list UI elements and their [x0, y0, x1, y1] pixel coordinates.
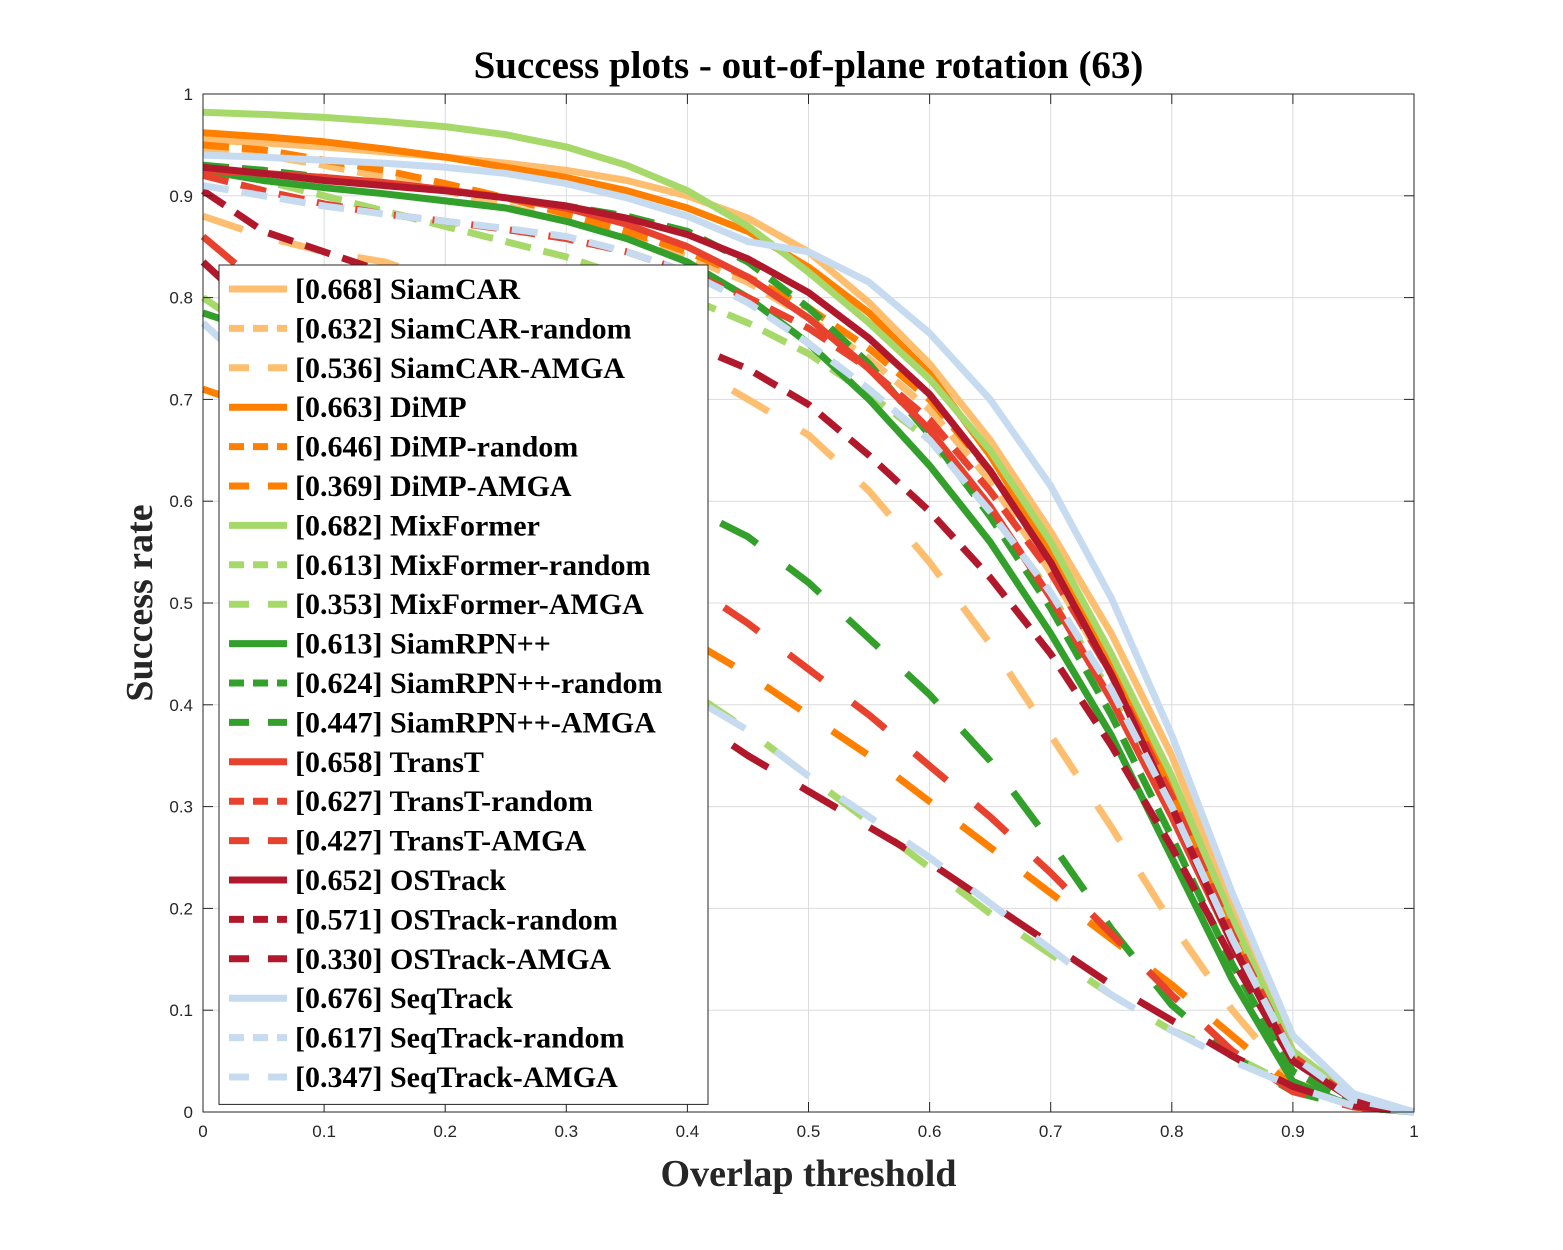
chart-title: Success plots - out-of-plane rotation (6…: [474, 44, 1144, 87]
legend-entry-label: [0.646] DiMP-random: [295, 431, 578, 464]
legend-entry-label: [0.627] TransT-random: [295, 785, 593, 818]
y-tick-label: 0.8: [169, 289, 193, 308]
x-tick-label: 0.5: [797, 1122, 821, 1141]
y-tick-label: 0: [184, 1103, 193, 1122]
x-tick-label: 0.7: [1039, 1122, 1063, 1141]
y-tick-label: 0.3: [169, 798, 193, 817]
series-line-3: [201, 212, 1415, 1116]
x-tick-label: 0.4: [676, 1122, 700, 1141]
x-tick-label: 0: [198, 1122, 207, 1141]
legend-entry-label: [0.676] SeqTrack: [295, 982, 513, 1015]
x-tick-label: 0.6: [918, 1122, 942, 1141]
y-tick-label: 0.7: [169, 390, 193, 409]
y-tick-label: 1: [184, 85, 193, 104]
legend-entry-label: [0.682] MixFormer: [295, 509, 540, 542]
legend-entry-label: [0.571] OSTrack-random: [295, 903, 618, 936]
legend-entry-label: [0.613] SiamRPN++: [295, 628, 551, 661]
y-tick-label: 0.4: [169, 696, 193, 715]
legend-entry-label: [0.447] SiamRPN++-AMGA: [295, 706, 656, 739]
x-tick-label: 0.9: [1281, 1122, 1305, 1141]
legend-entry-label: [0.536] SiamCAR-AMGA: [295, 352, 625, 385]
series-line-19: [202, 151, 1416, 1116]
y-tick-label: 0.2: [169, 899, 193, 918]
y-tick-label: 0.1: [169, 1001, 193, 1020]
legend: [0.668] SiamCAR [0.632] SiamCAR-random [0.…: [218, 264, 709, 1105]
y-axis-label: Success rate: [119, 504, 161, 701]
series-line-18: [200, 259, 1415, 1116]
y-tick-label: 0.9: [169, 187, 193, 206]
y-tick-label: 0.6: [169, 492, 193, 511]
legend-entry-label: [0.632] SiamCAR-random: [295, 312, 632, 345]
series-lines: [200, 108, 1416, 1116]
series-line-17: [201, 187, 1415, 1116]
legend-entry-label: [0.658] TransT: [295, 746, 484, 779]
x-tick-label: 0.1: [312, 1122, 336, 1141]
series-line-20: [202, 182, 1415, 1116]
x-tick-label: 0.3: [554, 1122, 578, 1141]
legend-entry-label: [0.347] SeqTrack-AMGA: [295, 1061, 618, 1094]
series-line-7: [202, 108, 1415, 1116]
y-tick-label: 0.5: [169, 594, 193, 613]
legend-entry-label: [0.353] MixFormer-AMGA: [295, 588, 644, 621]
legend-entry-label: [0.330] OSTrack-AMGA: [295, 943, 611, 976]
x-axis-label: Overlap threshold: [661, 1153, 957, 1195]
series-line-12: [201, 309, 1415, 1116]
axis-ticks: 0 0.1 0.2 0.3 0.4 0.5 0.6 0.7 0.8 0.9 1 0 0.1 0.2 0.3 0…: [169, 85, 1418, 1141]
legend-entry-label: [0.617] SeqTrack-random: [295, 1022, 624, 1055]
legend-entry-label: [0.613] MixFormer-random: [295, 549, 650, 582]
legend-box: [218, 264, 709, 1105]
legend-entry-label: [0.668] SiamCAR: [295, 273, 520, 306]
legend-entry-label: [0.624] SiamRPN++-random: [295, 667, 663, 700]
x-tick-label: 0.2: [433, 1122, 457, 1141]
x-tick-label: 1: [1409, 1122, 1418, 1141]
legend-entry-label: [0.652] OSTrack: [295, 864, 506, 897]
legend-entry-label: [0.663] DiMP: [295, 391, 467, 424]
legend-entry-label: [0.427] TransT-AMGA: [295, 825, 586, 858]
legend-entry-label: [0.369] DiMP-AMGA: [295, 470, 572, 503]
x-tick-label: 0.8: [1160, 1122, 1184, 1141]
